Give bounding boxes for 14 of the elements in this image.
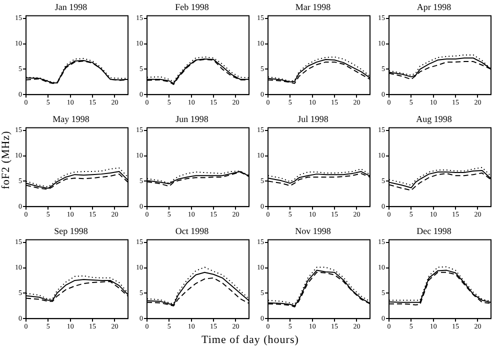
chart-title: Oct 1998: [175, 226, 210, 236]
chart-title: May 1998: [52, 114, 90, 124]
chart-title: Jun 1998: [176, 114, 209, 124]
chart-title: Dec 1998: [416, 226, 452, 236]
chart-title: Nov 1998: [295, 226, 332, 236]
x-axis-title: Time of day (hours): [202, 334, 299, 346]
chart-title: Apr 1998: [416, 2, 452, 12]
chart-title: Feb 1998: [175, 2, 210, 12]
chart-title: Jan 1998: [54, 2, 88, 12]
chart-title: Aug 1998: [416, 114, 452, 124]
chart-title: Jul 1998: [298, 114, 329, 124]
y-axis-title: foF2 (MHz): [0, 130, 12, 190]
chart-title: Mar 1998: [295, 2, 332, 12]
chart-title: Sep 1998: [54, 226, 88, 236]
